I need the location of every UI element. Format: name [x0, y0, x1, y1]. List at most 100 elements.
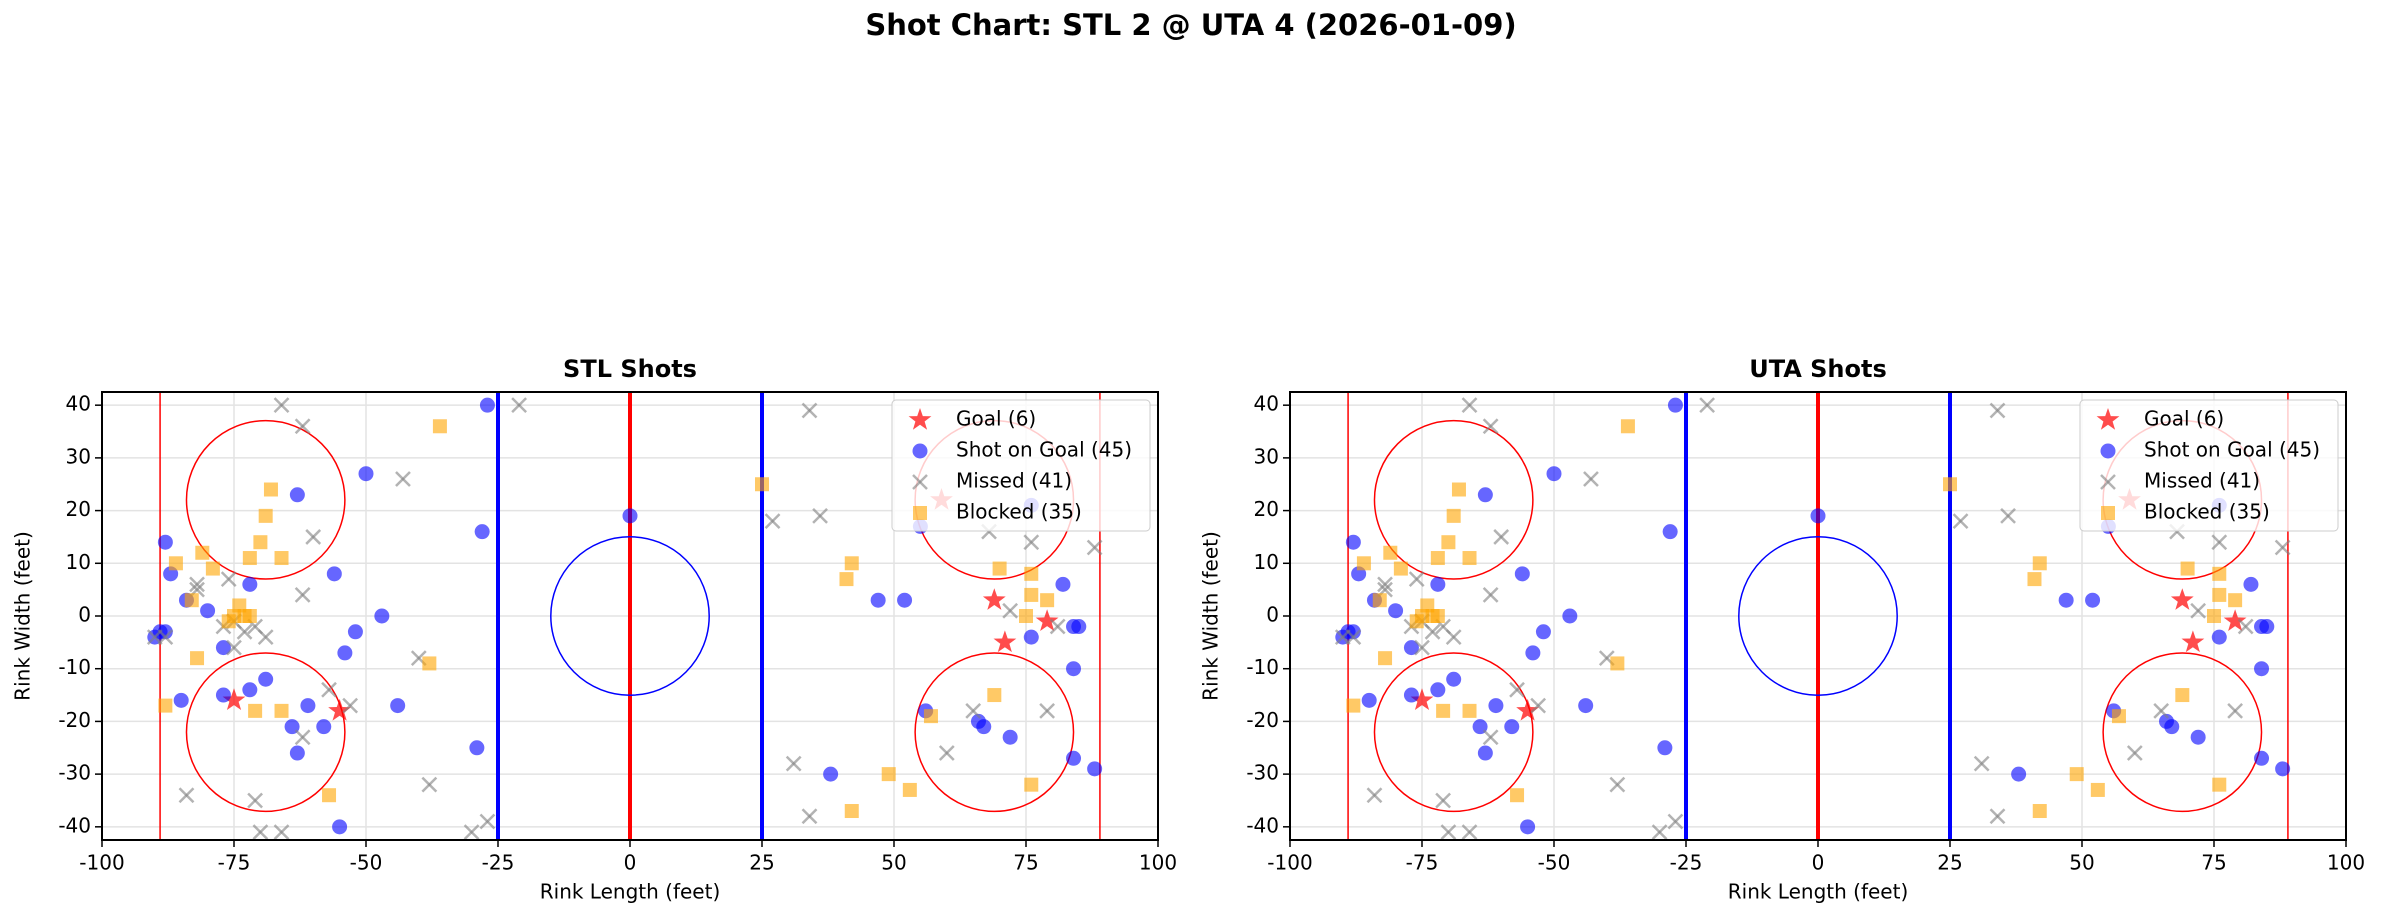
marker: [242, 609, 257, 623]
square: [1943, 477, 1957, 492]
marker: [844, 556, 859, 571]
marker: [1482, 587, 1499, 603]
x-tick-label: -25: [482, 851, 515, 875]
marker: [913, 506, 927, 520]
square: [2212, 566, 2227, 581]
star: [2170, 588, 2194, 610]
marker: [923, 709, 938, 724]
marker: [215, 640, 231, 656]
marker: [463, 824, 480, 840]
marker: [2096, 408, 2120, 430]
marker: [1430, 682, 1446, 698]
square: [227, 609, 241, 623]
square: [168, 556, 183, 571]
x-stroke: [410, 650, 427, 667]
x-stroke: [965, 702, 982, 719]
dot: [970, 713, 986, 729]
square: [881, 767, 896, 782]
marker: [222, 688, 246, 710]
dot: [157, 534, 173, 550]
x-stroke: [463, 824, 480, 840]
marker: [1378, 651, 1393, 666]
square: [274, 551, 289, 566]
x-stroke: [2190, 602, 2207, 619]
x-stroke: [247, 618, 264, 635]
marker: [1462, 551, 1477, 566]
marker: [2254, 750, 2270, 766]
marker: [2190, 729, 2206, 745]
x-tick-label: -25: [1670, 851, 1703, 875]
x-tick-label: 100: [1139, 851, 1177, 875]
square: [184, 593, 199, 608]
y-tick-label: -10: [1246, 655, 1279, 679]
x-stroke: [1049, 618, 1066, 635]
square: [2111, 709, 2126, 724]
square: [274, 703, 289, 718]
marker: [178, 787, 195, 804]
dot: [374, 608, 390, 624]
square: [1019, 609, 1033, 623]
x-stroke: [1435, 792, 1452, 809]
square: [844, 804, 859, 819]
square: [1430, 551, 1445, 566]
square: [1415, 609, 1429, 623]
dot: [1361, 692, 1377, 708]
x-stroke: [1482, 587, 1499, 603]
marker: [2153, 702, 2170, 719]
marker: [374, 608, 390, 624]
marker: [1477, 745, 1493, 761]
square: [923, 709, 938, 724]
x-stroke: [157, 629, 174, 645]
square: [1610, 656, 1625, 671]
marker: [390, 698, 406, 714]
dot: [1388, 603, 1404, 619]
x-stroke: [321, 681, 337, 698]
marker: [844, 804, 859, 819]
square: [195, 545, 210, 560]
marker: [1441, 535, 1456, 550]
marker: [2158, 713, 2174, 729]
x-tick-label: -100: [1267, 851, 1312, 875]
square: [253, 535, 268, 550]
marker: [1943, 477, 1957, 492]
marker: [2223, 609, 2247, 631]
x-stroke: [226, 639, 242, 656]
square: [1372, 593, 1387, 608]
x-stroke: [1493, 529, 1510, 545]
marker: [801, 808, 818, 825]
y-tick-label: -30: [1246, 761, 1279, 785]
marker: [2190, 602, 2207, 619]
dot: [326, 566, 342, 582]
x-stroke: [273, 397, 290, 414]
square: [1462, 703, 1477, 718]
x-tick-label: 0: [624, 851, 637, 875]
marker: [2027, 572, 2042, 587]
dot: [479, 397, 495, 413]
legend-label: Goal (6): [956, 407, 1036, 431]
square: [242, 551, 257, 566]
square: [2180, 561, 2195, 576]
marker: [912, 443, 928, 459]
marker: [1410, 688, 1434, 710]
marker: [1024, 566, 1039, 581]
dot: [173, 692, 189, 708]
y-axis-label: Rink Width (feet): [11, 531, 35, 701]
marker: [1393, 561, 1408, 576]
marker: [200, 603, 216, 619]
marker: [1973, 755, 1990, 772]
marker: [358, 466, 374, 482]
legend-box: [891, 399, 1151, 532]
marker: [1377, 576, 1393, 593]
square: [2101, 506, 2115, 520]
square: [913, 506, 927, 520]
dot: [289, 487, 305, 503]
x-tick-label: -75: [1406, 851, 1439, 875]
x-stroke: [247, 792, 264, 809]
square: [844, 556, 859, 571]
star: [2223, 609, 2247, 631]
square: [1441, 535, 1456, 550]
marker: [247, 792, 264, 809]
x-stroke: [1699, 397, 1716, 414]
marker: [993, 630, 1017, 653]
figure-title: Shot Chart: STL 2 @ UTA 4 (2026-01-09): [865, 8, 1516, 42]
